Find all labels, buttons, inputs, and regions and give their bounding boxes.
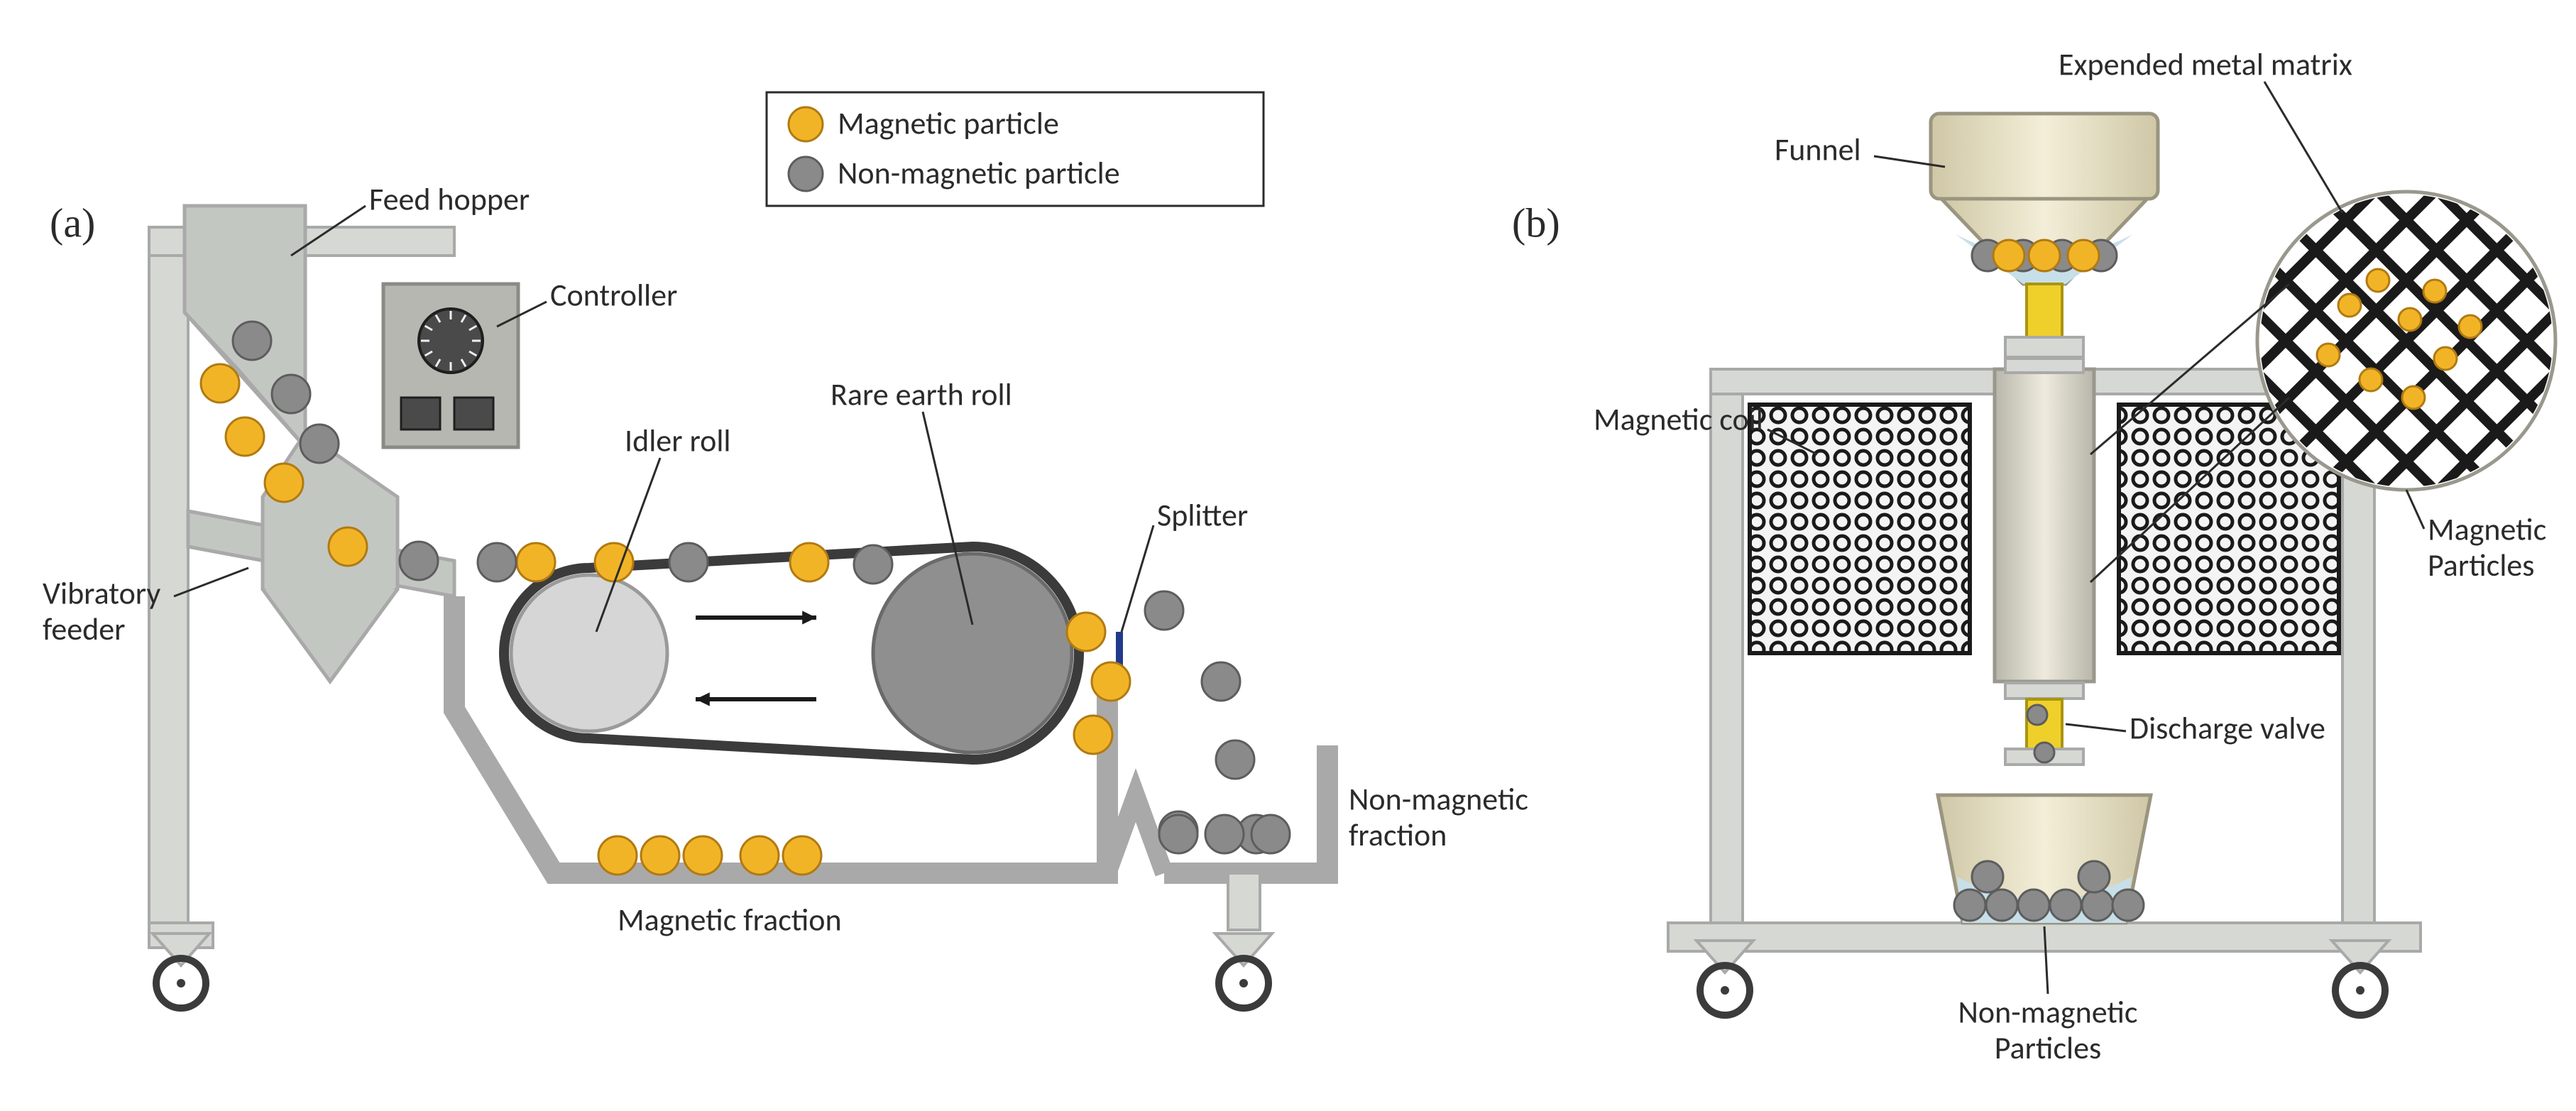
non-magnetic-particle xyxy=(1954,890,1985,921)
non-magnetic-particle xyxy=(789,157,823,191)
magnetic-fraction-label: Magnetic fraction xyxy=(618,901,842,939)
non-magnetic-particle xyxy=(2018,890,2049,921)
magnetic-particle xyxy=(1067,613,1105,651)
non-magnetic-particle xyxy=(2082,890,2113,921)
magnetic-particle xyxy=(2029,240,2060,271)
non-magnetic-particle xyxy=(272,375,310,413)
magnetic-particle xyxy=(2068,240,2099,271)
magnetic-particle xyxy=(789,107,823,141)
non-magnetic-particle xyxy=(1986,890,2017,921)
magnetic-particle xyxy=(1074,716,1112,754)
non-magnetic-particle xyxy=(1972,861,2003,892)
caster-axle xyxy=(1721,986,1729,995)
non-magnetic-particle xyxy=(400,542,438,580)
frame-post xyxy=(1228,873,1260,930)
non-magnetic-particle xyxy=(1202,662,1240,701)
valve-flange xyxy=(2005,359,2083,373)
non-magnetic-fraction-label: fraction xyxy=(1349,816,1447,854)
non-magnetic-particle xyxy=(1251,815,1290,853)
non-magnetic-particle xyxy=(1159,815,1197,853)
leader-line xyxy=(2406,490,2424,529)
magnetic-coil-left xyxy=(1750,405,1970,653)
controller-button xyxy=(454,398,493,429)
non-magnetic-particle xyxy=(2034,743,2054,762)
arrow-head xyxy=(696,692,710,706)
magnetic-particle xyxy=(2367,269,2389,292)
magnetic-particles-label: Particles xyxy=(2428,546,2535,584)
magnetic-particle xyxy=(2402,386,2425,409)
idler-roll xyxy=(511,575,667,731)
non-magnetic-particle xyxy=(2050,890,2081,921)
vibratory-feeder-cone xyxy=(263,589,398,682)
magnetic-particle xyxy=(598,836,637,875)
caster-axle xyxy=(177,979,185,987)
magnetic-particle xyxy=(2338,294,2361,317)
non-magnetic-particle xyxy=(2027,705,2047,725)
controller-button xyxy=(401,398,440,429)
magnetic-coil-label: Magnetic coil xyxy=(1594,400,1763,439)
funnel-label: Funnel xyxy=(1775,131,1861,169)
magnetic-particles-label: Magnetic xyxy=(2428,510,2546,549)
caster-axle xyxy=(1239,979,1248,987)
idler-roll-label: Idler roll xyxy=(625,422,731,460)
controller-label: Controller xyxy=(550,276,677,314)
leader-line xyxy=(2264,82,2342,213)
non-magnetic-particle xyxy=(478,543,516,581)
non-magnetic-particle xyxy=(854,545,892,584)
magnetic-particle xyxy=(2317,344,2340,366)
magnetic-particle xyxy=(790,543,828,581)
vibratory-feeder-label: feeder xyxy=(43,610,125,648)
non-magnetic-particle xyxy=(1216,740,1254,779)
rare-earth-roll xyxy=(873,554,1072,752)
magnetic-particle xyxy=(2434,347,2457,370)
splitter-label: Splitter xyxy=(1157,496,1248,535)
leader-line xyxy=(2066,724,2126,731)
non-magnetic-particle xyxy=(300,425,339,463)
inlet-valve xyxy=(2027,284,2062,344)
magnetic-particle xyxy=(684,836,722,875)
valve-flange xyxy=(2005,683,2083,699)
panel-b-label: (b) xyxy=(1512,199,1560,246)
non-magnetic-particles-label: Non-magnetic xyxy=(1958,993,2137,1031)
diagram-root: (a) Feed hopper Controller Idler roll Rare e… xyxy=(0,0,2576,1111)
rare-earth-roll-label: Rare earth roll xyxy=(831,376,1012,414)
non-magnetic-particle xyxy=(1205,815,1244,853)
discharge-valve-label: Discharge valve xyxy=(2130,709,2325,748)
non-magnetic-fraction-label: Non-magnetic xyxy=(1349,780,1528,819)
magnetic-particle xyxy=(740,836,779,875)
magnetic-particle xyxy=(1993,240,2024,271)
non-magnetic-particle xyxy=(233,322,271,360)
legend-magnetic-label: Magnetic particle xyxy=(838,104,1059,143)
non-magnetic-particle xyxy=(1145,591,1183,630)
non-magnetic-particles-label: Particles xyxy=(1995,1029,2102,1067)
non-magnetic-particle xyxy=(2078,861,2110,892)
magnetic-particle xyxy=(2399,308,2421,331)
magnetic-particle xyxy=(783,836,821,875)
caster-axle xyxy=(2356,986,2364,995)
legend-nonmagnetic-label: Non-magnetic particle xyxy=(838,154,1120,192)
magnetic-particle xyxy=(2359,368,2382,391)
valve-flange xyxy=(2005,337,2083,357)
magnetic-particle xyxy=(265,464,303,502)
magnetic-particle xyxy=(641,836,679,875)
arrow-head xyxy=(802,611,816,624)
expended-matrix-label: Expended metal matrix xyxy=(2059,45,2352,84)
vibratory-feeder-label: Vibratory xyxy=(43,574,160,613)
magnetic-particle xyxy=(517,543,555,581)
magnetic-particle xyxy=(2459,315,2482,338)
non-magnetic-particle xyxy=(669,543,708,581)
magnetic-particle xyxy=(201,364,239,403)
panel-a-label: (a) xyxy=(50,199,95,246)
magnetic-particle xyxy=(329,527,367,566)
feed-hopper-label: Feed hopper xyxy=(369,180,530,219)
magnetic-particle xyxy=(1092,662,1130,701)
frame-post xyxy=(1711,369,1743,923)
funnel-top xyxy=(1931,114,2158,199)
non-magnetic-particle xyxy=(2112,890,2144,921)
separation-column xyxy=(1995,369,2094,682)
magnetic-particle xyxy=(2423,280,2446,302)
magnetic-particle xyxy=(226,417,264,456)
